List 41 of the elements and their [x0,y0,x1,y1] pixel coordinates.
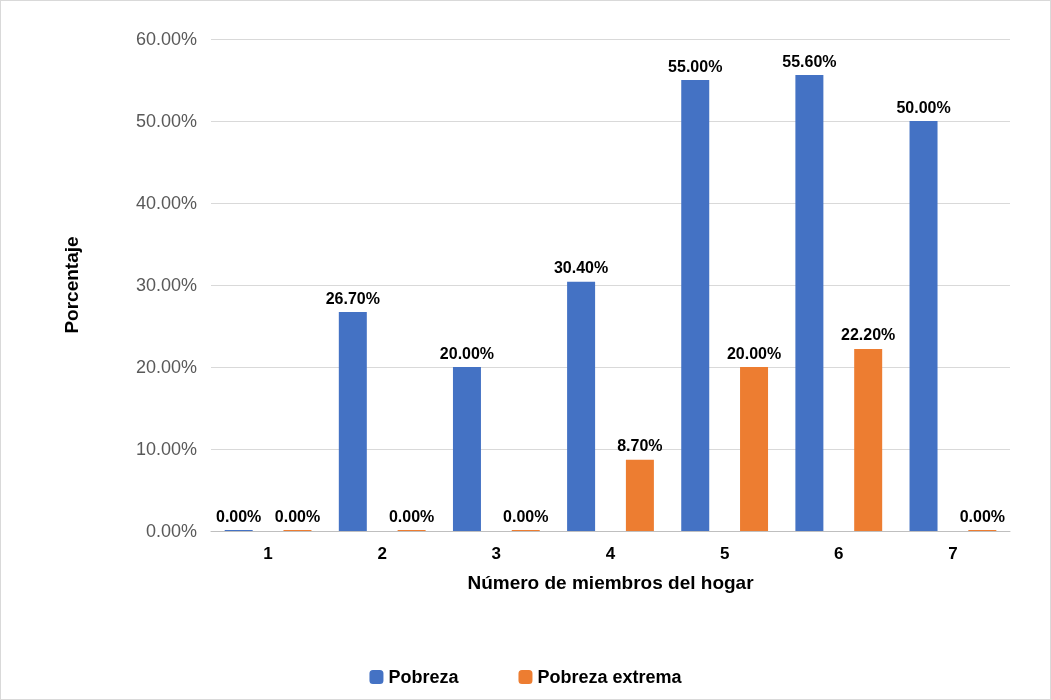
data-label: 0.00% [503,507,549,525]
bar [909,121,938,531]
x-tick-label: 7 [948,544,958,563]
data-label: 55.00% [668,57,723,75]
data-label: 0.00% [959,507,1006,525]
bar [567,281,596,531]
y-tick-label: 10.00% [135,439,197,459]
data-label: 22.20% [841,326,896,344]
x-tick-label: 4 [605,544,616,563]
y-tick-label: 50.00% [135,111,197,131]
x-tick-label: 5 [719,544,730,563]
data-label: 0.00% [388,507,435,525]
data-label: 20.00% [439,344,495,362]
x-axis-title: Número de miembros del hogar [467,572,755,593]
data-label: 26.70% [325,289,380,307]
data-label: 55.60% [782,52,837,70]
x-tick-label: 1 [263,544,273,563]
bar [795,75,824,531]
bar [452,367,481,531]
data-label: 0.00% [215,507,262,525]
data-label: 30.40% [553,259,609,277]
bar [854,348,883,531]
y-axis-title: Porcentaje [61,236,82,334]
bar [625,459,654,531]
data-label: 20.00% [726,344,782,362]
y-tick-label: 20.00% [135,357,197,377]
legend-label: Pobreza [388,667,460,687]
y-tick-label: 60.00% [135,29,197,49]
legend-label: Pobreza extrema [537,667,683,687]
bar [681,80,710,531]
x-tick-label: 2 [377,544,387,563]
x-tick-label: 3 [491,544,502,563]
y-tick-label: 30.00% [135,275,197,295]
bar [740,367,769,531]
y-tick-label: 40.00% [135,193,197,213]
data-label: 50.00% [896,98,951,116]
x-tick-label: 6 [834,544,844,563]
data-label: 0.00% [274,507,321,525]
bar [338,312,367,531]
data-label: 8.70% [617,437,663,455]
y-tick-label: 0.00% [145,521,197,541]
